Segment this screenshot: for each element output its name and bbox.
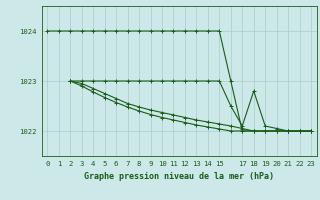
X-axis label: Graphe pression niveau de la mer (hPa): Graphe pression niveau de la mer (hPa) xyxy=(84,172,274,181)
